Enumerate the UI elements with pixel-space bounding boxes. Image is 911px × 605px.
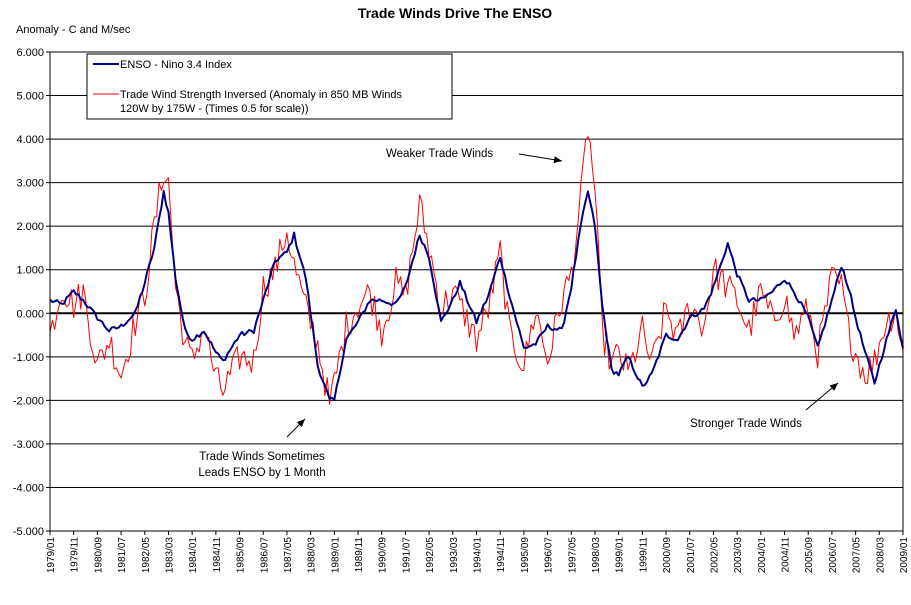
series-line-trade-wind bbox=[49, 136, 904, 405]
x-tick-label: 1999/01 bbox=[615, 537, 626, 574]
x-tick-label: 2000/09 bbox=[662, 537, 673, 574]
x-tick-label: 1981/07 bbox=[117, 537, 128, 574]
x-tick-label: 2009/01 bbox=[899, 537, 910, 574]
legend: ENSO - Nino 3.4 Index Trade Wind Strengt… bbox=[86, 53, 453, 120]
y-axis-label: Anomaly - C and M/sec bbox=[16, 24, 131, 36]
series-line-enso bbox=[49, 189, 904, 401]
x-tick-label: 1994/01 bbox=[473, 537, 484, 574]
annotations: Weaker Trade Winds Trade Winds Sometimes L… bbox=[198, 148, 839, 479]
y-tick-label: 6.000 bbox=[16, 47, 44, 59]
x-tick-labels: 1979/01 1979/11 1980/09 1981/07 1982/05 1983/… bbox=[46, 531, 910, 573]
y-tick-label: -2.000 bbox=[13, 395, 44, 407]
gridlines bbox=[46, 51, 903, 532]
x-tick-label: 1979/11 bbox=[70, 537, 81, 573]
x-tick-label: 1984/11 bbox=[212, 537, 223, 573]
x-tick-label: 1992/05 bbox=[425, 537, 436, 574]
x-tick-label: 1979/01 bbox=[46, 537, 57, 574]
x-tick-label: 1997/05 bbox=[567, 537, 578, 574]
annotation-stronger-trade-winds: Stronger Trade Winds bbox=[690, 418, 802, 430]
y-tick-label: 4.000 bbox=[16, 134, 44, 146]
y-tick-label: 5.000 bbox=[16, 91, 44, 103]
x-tick-label: 1990/09 bbox=[378, 537, 389, 574]
x-tick-label: 1995/09 bbox=[520, 537, 531, 574]
legend-label-enso: ENSO - Nino 3.4 Index bbox=[120, 59, 232, 71]
x-tick-label: 1980/09 bbox=[93, 537, 104, 574]
x-tick-label: 1986/07 bbox=[259, 537, 270, 574]
x-tick-label: 1999/11 bbox=[638, 537, 649, 573]
x-tick-label: 2003/03 bbox=[733, 537, 744, 574]
x-tick-label: 2002/05 bbox=[709, 537, 720, 574]
x-tick-label: 1988/03 bbox=[307, 537, 318, 574]
series-lines bbox=[49, 136, 904, 405]
x-tick-label: 2004/01 bbox=[757, 537, 768, 574]
legend-box bbox=[86, 53, 453, 120]
x-tick-label: 2005/09 bbox=[804, 537, 815, 574]
x-tick-label: 2001/07 bbox=[686, 537, 697, 574]
x-tick-label: 1982/05 bbox=[141, 537, 152, 574]
x-tick-label: 1987/05 bbox=[283, 537, 294, 574]
legend-label-trade-wind: Trade Wind Strength Inversed (Anomaly in… bbox=[120, 89, 405, 115]
y-tick-label: 3.000 bbox=[16, 178, 44, 190]
y-tick-labels: 6.000 5.000 4.000 3.000 2.000 1.000 0.000 -1.00… bbox=[13, 47, 44, 538]
annotation-arrowhead bbox=[829, 383, 838, 391]
x-tick-label: 1983/03 bbox=[164, 537, 175, 574]
annotation-arrowhead bbox=[296, 419, 305, 428]
x-tick-label: 1994/11 bbox=[496, 537, 507, 573]
y-tick-label: 2.000 bbox=[16, 221, 44, 233]
x-tick-label: 2008/03 bbox=[875, 537, 886, 574]
x-tick-label: 2004/11 bbox=[781, 537, 792, 573]
y-tick-label: -1.000 bbox=[13, 352, 44, 364]
plot-frame bbox=[49, 51, 904, 532]
x-tick-label: 1989/11 bbox=[354, 537, 365, 573]
x-tick-label: 1985/09 bbox=[236, 537, 247, 574]
chart-title: Trade Winds Drive The ENSO bbox=[358, 5, 552, 21]
x-tick-label: 1989/01 bbox=[330, 537, 341, 574]
x-tick-label: 1984/01 bbox=[188, 537, 199, 574]
y-tick-label: -4.000 bbox=[13, 482, 44, 494]
annotation-arrowhead bbox=[553, 156, 562, 164]
x-tick-label: 2006/07 bbox=[828, 537, 839, 574]
x-tick-label: 1996/07 bbox=[544, 537, 555, 574]
y-tick-label: 1.000 bbox=[16, 265, 44, 277]
x-tick-label: 1998/03 bbox=[591, 537, 602, 574]
annotation-weaker-trade-winds: Weaker Trade Winds bbox=[386, 148, 493, 160]
y-tick-label: 0.000 bbox=[16, 308, 44, 320]
annotation-leads-enso: Trade Winds Sometimes Leads ENSO by 1 Mon… bbox=[198, 451, 325, 479]
y-tick-label: -3.000 bbox=[13, 439, 44, 451]
y-tick-label: -5.000 bbox=[13, 526, 44, 538]
x-tick-label: 1991/07 bbox=[401, 537, 412, 574]
x-tick-label: 2007/05 bbox=[852, 537, 863, 574]
x-tick-label: 1993/03 bbox=[449, 537, 460, 574]
